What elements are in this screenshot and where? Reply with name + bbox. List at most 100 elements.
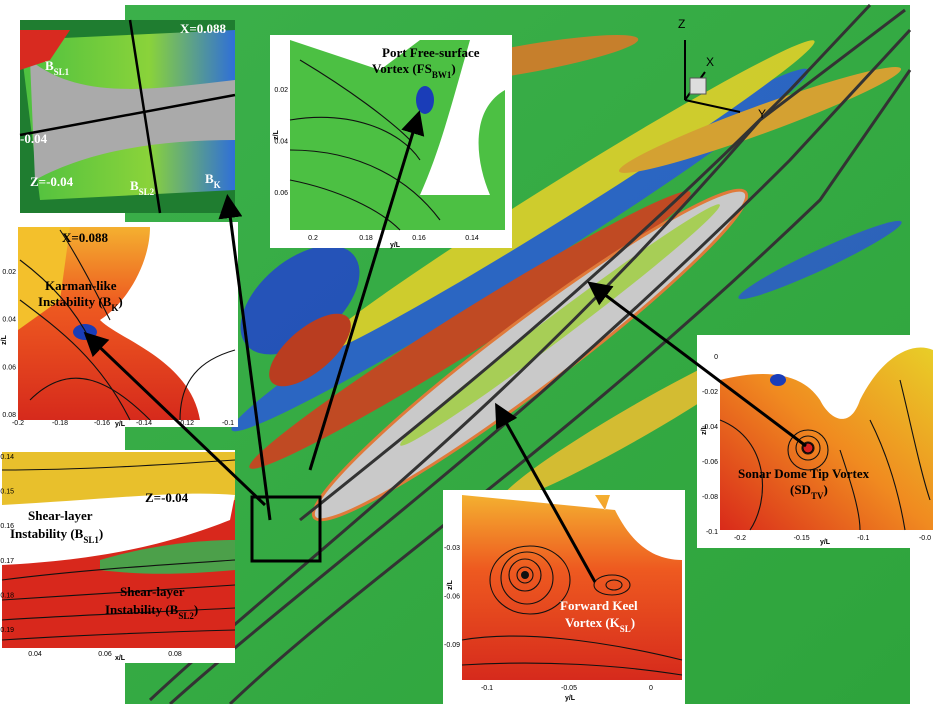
- label: -0.04: [20, 131, 48, 146]
- y-tick-label: -0.03: [444, 545, 460, 552]
- y-tick-label: 0: [714, 354, 718, 361]
- y-tick-label: -0.06: [702, 459, 718, 466]
- x-axis-label: y/L: [820, 539, 831, 546]
- x-tick-label: -0.1: [857, 535, 869, 542]
- x-tick-label: -0.14: [136, 420, 152, 427]
- y-tick-label: -0.06: [444, 594, 460, 601]
- inset-title: Port Free-surface: [382, 45, 480, 60]
- vortex-isosurface: [400, 204, 720, 446]
- x-tick-label: 0.04: [28, 651, 42, 658]
- y-tick-label: 0.16: [0, 523, 14, 530]
- label: ): [451, 61, 455, 76]
- y-tick-label: 0.19: [0, 627, 14, 634]
- x-tick-label: -0.2: [734, 535, 746, 542]
- y-tick-label: 0.02: [274, 87, 288, 94]
- y-tick-label: 0.06: [274, 190, 288, 197]
- x-tick-label: -0.05: [561, 685, 577, 692]
- x-tick-label: -0.1: [481, 685, 493, 692]
- label: Vortex (FS: [372, 61, 432, 76]
- x-tick-label: 0.16: [412, 235, 426, 242]
- label: SL2: [139, 187, 155, 197]
- x-tick-label: 0.08: [168, 651, 182, 658]
- label: TV: [811, 491, 824, 501]
- y-tick-label: 0.04: [2, 317, 16, 324]
- label: B: [205, 171, 214, 186]
- label: SL1: [54, 67, 70, 77]
- label: ): [631, 615, 635, 630]
- y-tick-label: -0.02: [702, 389, 718, 396]
- vortex-label: (SDTV): [790, 482, 828, 501]
- x-tick-label: 0: [649, 685, 653, 692]
- x-axis-label: y/L: [115, 421, 126, 428]
- label: BW1: [432, 70, 452, 80]
- label: B: [45, 58, 54, 73]
- y-axis-label: z/L: [273, 129, 280, 139]
- x-tick-label: -0.2: [12, 420, 24, 427]
- vortex-label: BSL2: [130, 178, 155, 197]
- field-bands: [231, 35, 902, 502]
- y-tick-label: -0.04: [702, 424, 718, 431]
- label: ): [118, 294, 122, 309]
- label: K: [111, 303, 118, 313]
- inset-top-left: X=0.088 -0.04 Z=-0.04 BSL1 BSL2 BK: [19, 19, 236, 214]
- label: ): [194, 602, 198, 617]
- x-tick-label: -0.0: [919, 535, 931, 542]
- axis-label: X: [706, 55, 714, 69]
- inset-title: Forward Keel: [560, 598, 638, 613]
- section-label: Z=-0.04: [145, 490, 189, 505]
- y-tick-label: 0.15: [0, 489, 14, 496]
- inset-top-middle: Port Free-surface Vortex (FSBW1): [270, 35, 512, 248]
- inset-right: Sonar Dome Tip Vortex (SDTV): [697, 335, 933, 548]
- vortex-label: Instability (BSL2): [105, 602, 198, 621]
- label: ): [823, 482, 827, 497]
- zoom-box: [250, 495, 322, 563]
- x-tick-label: -0.16: [94, 420, 110, 427]
- x-tick-label: -0.18: [52, 420, 68, 427]
- vortex-label: BK: [205, 171, 221, 190]
- x-axis-label: y/L: [565, 695, 576, 702]
- vortex-label: Instability (BSL1): [10, 526, 103, 545]
- vortex-label: Vortex (KSL): [565, 615, 635, 634]
- axis-label: Z: [678, 17, 685, 31]
- y-tick-label: 0.18: [0, 592, 14, 599]
- y-tick-label: -0.09: [444, 642, 460, 649]
- vortex-label: BSL1: [45, 58, 70, 77]
- label: SL2: [178, 611, 194, 621]
- x-tick-label: 0.06: [98, 651, 112, 658]
- inset-bottom-middle: Forward Keel Vortex (KSL): [443, 490, 685, 704]
- label: SL: [620, 624, 631, 634]
- label: (SD: [790, 482, 811, 497]
- label: Instability (B: [38, 294, 112, 309]
- x-tick-label: 0.2: [308, 235, 318, 242]
- label: K: [214, 180, 221, 190]
- x-axis-label: x/L: [115, 655, 126, 662]
- vortex-label: Instability (BK): [38, 294, 123, 313]
- y-tick-label: 0.04: [274, 139, 288, 146]
- label: SL1: [83, 535, 99, 545]
- y-axis-label: z/L: [1, 334, 8, 344]
- y-tick-label: 0.08: [2, 412, 16, 419]
- x-tick-label: -0.12: [178, 420, 194, 427]
- y-tick-label: -0.1: [706, 529, 718, 536]
- y-axis-label: z/L: [447, 579, 454, 589]
- y-tick-label: 0.17: [0, 558, 14, 565]
- label: Z=-0.04: [30, 174, 74, 189]
- y-tick-label: 0.14: [0, 454, 14, 461]
- x-tick-label: -0.15: [794, 535, 810, 542]
- label: Instability (B: [10, 526, 84, 541]
- section-label: X=0.088: [62, 230, 109, 245]
- inset-middle-left: X=0.088 Karman-like Instability (BK): [0, 222, 238, 427]
- x-tick-label: 0.14: [465, 235, 479, 242]
- y-tick-label: 0.02: [2, 269, 16, 276]
- x-tick-label: 0.18: [359, 235, 373, 242]
- y-axis-label: z/L: [701, 424, 708, 434]
- y-tick-label: -0.08: [702, 494, 718, 501]
- label: Instability (B: [105, 602, 179, 617]
- x-tick-label: -0.1: [222, 420, 234, 427]
- label: X=0.088: [180, 21, 227, 36]
- x-axis-label: y/L: [390, 242, 401, 249]
- inset-bottom-left: Z=-0.04 Shear-layer Instability (BSL1) S…: [0, 450, 236, 663]
- axis-label: Y: [758, 107, 766, 121]
- inset-title: Shear-layer: [28, 508, 93, 523]
